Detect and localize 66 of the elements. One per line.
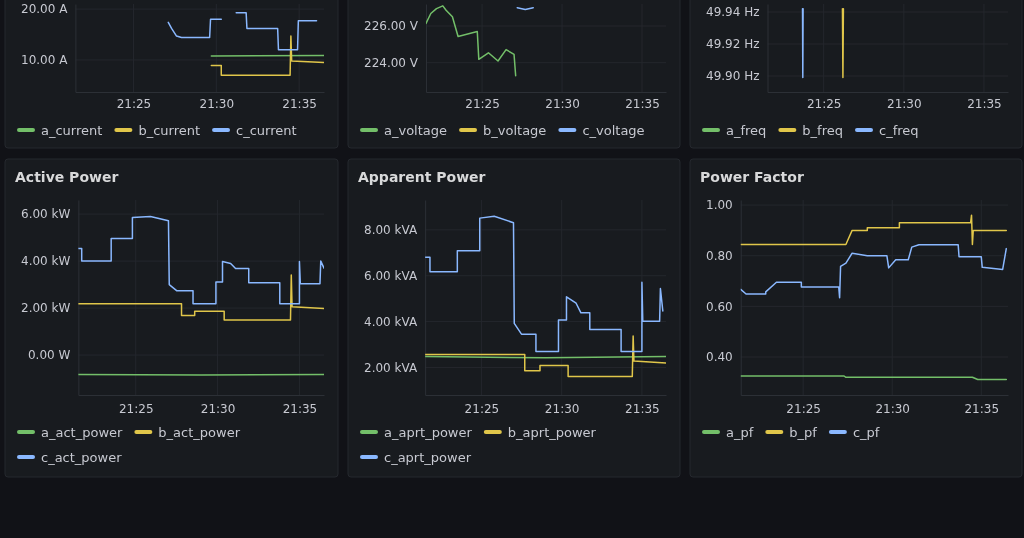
y-tick-label: 6.00 kW xyxy=(21,207,71,222)
x-tick-label: 21:35 xyxy=(967,96,1002,111)
x-tick-label: 21:30 xyxy=(887,96,922,111)
legend-label: a_voltage xyxy=(384,122,448,138)
y-tick-label: 2.00 kVA xyxy=(364,360,418,375)
x-tick-label: 21:25 xyxy=(464,401,500,416)
y-tick-label: 0.00 W xyxy=(27,348,71,363)
y-tick-label: 2.00 kW xyxy=(21,301,71,316)
legend-label: b_freq xyxy=(802,122,843,138)
legend-label: a_pf xyxy=(726,424,754,440)
legend-label: a_aprt_power xyxy=(384,424,473,440)
chart-title: Active Power xyxy=(15,169,119,185)
x-tick-label: 21:25 xyxy=(465,96,500,111)
legend-label: a_freq xyxy=(726,122,767,138)
legend-label: c_pf xyxy=(852,424,880,440)
y-tick-label: 226.00 V xyxy=(364,19,419,34)
legend-label: c_act_power xyxy=(41,449,123,465)
x-tick-label: 21:35 xyxy=(625,401,660,416)
line-series xyxy=(740,214,1008,246)
x-tick-label: 21:30 xyxy=(544,401,580,416)
x-tick-label: 21:25 xyxy=(118,401,154,416)
legend-label: b_act_power xyxy=(158,424,241,440)
legend-label: a_current xyxy=(41,122,103,138)
y-tick-label: 49.92 Hz xyxy=(706,37,760,52)
x-tick-label: 21:35 xyxy=(282,401,318,416)
x-tick-label: 21:30 xyxy=(875,401,911,416)
x-tick-label: 21:35 xyxy=(282,96,317,111)
line-series xyxy=(425,335,666,378)
line-series xyxy=(78,215,324,305)
y-tick-label: 6.00 kVA xyxy=(364,269,418,284)
y-tick-label: 224.00 V xyxy=(364,56,419,71)
chart-title: Apparent Power xyxy=(358,169,486,185)
y-tick-label: 10.00 A xyxy=(21,53,69,68)
y-tick-label: 4.00 kW xyxy=(21,254,71,269)
legend-label: b_voltage xyxy=(483,122,547,138)
line-series xyxy=(210,35,324,76)
x-tick-label: 21:25 xyxy=(806,96,842,111)
y-tick-label: 49.90 Hz xyxy=(706,69,760,84)
legend-label: b_pf xyxy=(789,424,818,440)
x-tick-label: 21:35 xyxy=(625,96,660,111)
y-tick-label: 4.00 kVA xyxy=(364,314,418,329)
y-tick-label: 1.00 xyxy=(706,198,733,213)
line-series xyxy=(740,244,1008,299)
legend-label: c_current xyxy=(236,122,297,138)
y-tick-label: 49.94 Hz xyxy=(706,5,760,20)
x-tick-label: 21:25 xyxy=(786,401,821,416)
y-tick-label: 0.80 xyxy=(706,249,733,264)
line-series xyxy=(78,274,324,321)
legend-label: b_current xyxy=(138,122,201,138)
legend-label: b_aprt_power xyxy=(507,424,597,440)
chart-title: Power Factor xyxy=(700,169,804,185)
legend-label: c_voltage xyxy=(582,122,645,138)
x-tick-label: 21:30 xyxy=(200,401,236,416)
x-tick-label: 21:30 xyxy=(545,96,580,111)
line-series xyxy=(426,5,517,77)
y-tick-label: 20.00 A xyxy=(21,2,69,17)
x-tick-label: 21:35 xyxy=(964,401,1000,416)
legend-label: c_freq xyxy=(879,122,919,138)
x-tick-label: 21:30 xyxy=(199,96,235,111)
y-tick-label: 0.60 xyxy=(706,299,733,314)
legend-label: c_aprt_power xyxy=(384,449,472,465)
line-series xyxy=(425,215,664,353)
legend-label: a_act_power xyxy=(41,424,124,440)
x-tick-label: 21:25 xyxy=(116,96,152,111)
y-tick-label: 8.00 kVA xyxy=(364,223,418,238)
y-tick-label: 0.40 xyxy=(706,350,733,365)
